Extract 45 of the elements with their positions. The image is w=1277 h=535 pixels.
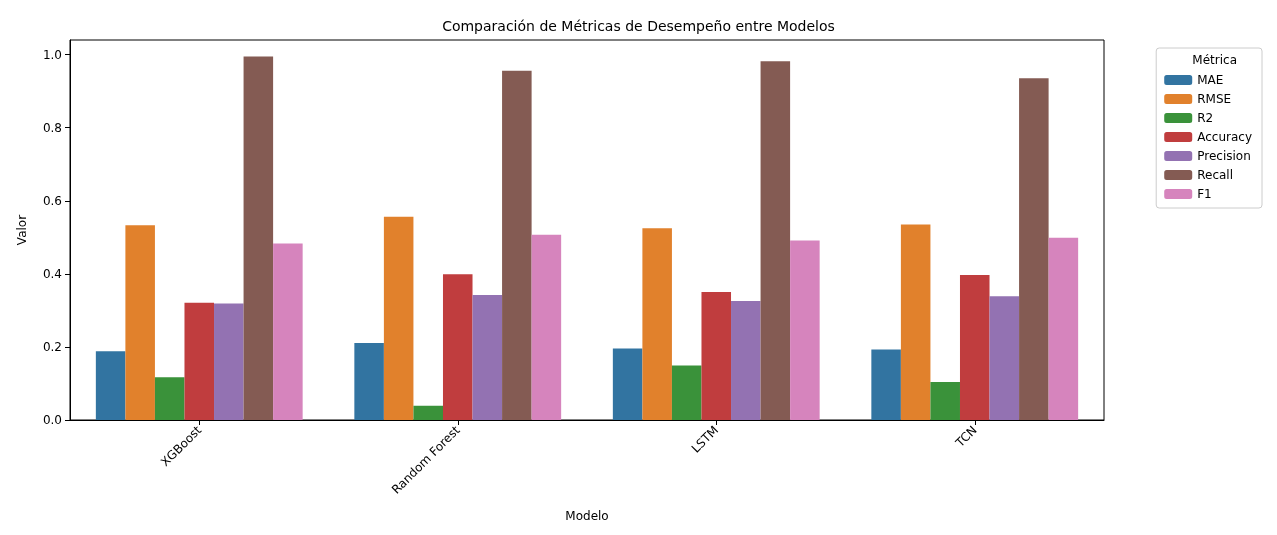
y-tick-label: 0.8 <box>42 120 62 135</box>
bar <box>1019 78 1049 420</box>
legend-title: Métrica <box>1192 53 1238 67</box>
chart-title: Comparación de Métricas de Desempeño entre Modelos <box>442 18 835 34</box>
y-axis-title: Valor <box>15 214 29 246</box>
bar <box>900 224 931 420</box>
legend-label: Recall <box>1197 168 1234 182</box>
bar <box>531 234 562 420</box>
bar <box>125 225 155 420</box>
bar <box>442 274 473 420</box>
y-tick-label: 1.0 <box>42 47 62 62</box>
bar <box>671 365 702 420</box>
bar <box>154 377 185 420</box>
bar <box>612 348 643 420</box>
bar <box>959 274 990 420</box>
bar <box>472 295 503 420</box>
bar <box>642 228 672 420</box>
legend-label: RMSE <box>1197 92 1232 106</box>
y-tick-label: 0.6 <box>42 193 62 208</box>
legend-label: Precision <box>1197 149 1251 163</box>
bar <box>184 302 215 420</box>
y-tick-label: 0.4 <box>42 266 62 281</box>
bar <box>760 61 791 420</box>
bar <box>354 342 384 420</box>
bar <box>731 300 761 420</box>
legend-label: F1 <box>1197 187 1212 201</box>
bar <box>1048 237 1079 420</box>
bar <box>95 351 126 420</box>
legend-label: R2 <box>1197 111 1214 125</box>
x-axis-title: Modelo <box>565 509 609 523</box>
bar <box>502 70 532 420</box>
bar <box>413 405 443 420</box>
legend-label: Accuracy <box>1197 130 1253 144</box>
legend-label: MAE <box>1197 73 1224 87</box>
bar <box>243 56 274 420</box>
bar <box>214 303 244 420</box>
y-tick-label: 0.0 <box>42 413 62 427</box>
bar <box>989 296 1020 420</box>
bar <box>930 382 960 420</box>
bar <box>790 240 820 420</box>
bar <box>273 243 303 420</box>
y-tick-label: 0.2 <box>42 339 62 354</box>
bar <box>383 216 414 420</box>
bar <box>701 292 732 420</box>
bar <box>871 349 901 420</box>
